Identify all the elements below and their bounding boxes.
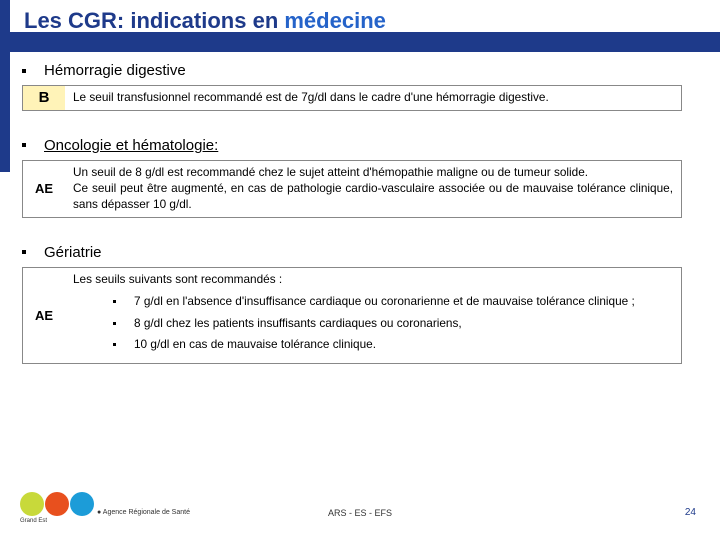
sub-bullet-2: 8 g/dl chez les patients insuffisants ca…: [113, 316, 673, 332]
left-stripe: [0, 0, 10, 172]
recommendation-box-2: AE Un seuil de 8 g/dl est recommandé che…: [22, 160, 682, 218]
bullet-dot-icon: [22, 69, 26, 73]
sub-bullet-list: 7 g/dl en l'absence d'insuffisance cardi…: [73, 294, 673, 354]
recommendation-box-3: AE Les seuils suivants sont recommandés …: [22, 267, 682, 365]
slide: Les CGR: indications en médecine Hémorra…: [0, 0, 720, 540]
sub-bullet-3-text: 10 g/dl en cas de mauvaise tolérance cli…: [134, 337, 376, 353]
footer: ● Agence Régionale de Santé Grand Est AR…: [0, 490, 720, 530]
sub-dot-icon: [113, 343, 116, 346]
page-title: Les CGR: indications en médecine: [24, 8, 386, 34]
sub-bullet-2-text: 8 g/dl chez les patients insuffisants ca…: [134, 316, 462, 332]
bullet-dot-icon: [22, 250, 26, 254]
sub-bullet-3: 10 g/dl en cas de mauvaise tolérance cli…: [113, 337, 673, 353]
grade-badge-b: B: [23, 86, 65, 110]
bullet-3-text: Gériatrie: [44, 244, 102, 261]
rec-text-1: Le seuil transfusionnel recommandé est d…: [65, 86, 681, 110]
sub-bullet-1: 7 g/dl en l'absence d'insuffisance cardi…: [113, 294, 673, 310]
title-prefix: Les CGR: indications en: [24, 8, 284, 33]
logo-region: Grand Est: [20, 518, 190, 524]
sub-dot-icon: [113, 300, 116, 303]
bullet-1-text: Hémorragie digestive: [44, 62, 186, 79]
footer-center-text: ARS - ES - EFS: [0, 508, 720, 518]
sub-dot-icon: [113, 322, 116, 325]
grade-badge-ae: AE: [23, 268, 65, 364]
bullet-2: Oncologie et hématologie:: [22, 137, 698, 154]
rec-text-2: Un seuil de 8 g/dl est recommandé chez l…: [65, 161, 681, 217]
rec-2-line2: Ce seuil peut être augmenté, en cas de p…: [73, 181, 673, 211]
rec-text-3: Les seuils suivants sont recommandés : 7…: [65, 268, 681, 364]
sub-bullet-1-text: 7 g/dl en l'absence d'insuffisance cardi…: [134, 294, 635, 310]
title-highlight: médecine: [284, 8, 386, 33]
page-number: 24: [685, 507, 696, 518]
grade-badge-ae: AE: [23, 161, 65, 217]
recommendation-box-1: B Le seuil transfusionnel recommandé est…: [22, 85, 682, 111]
bullet-2-text: Oncologie et hématologie:: [44, 137, 218, 154]
bullet-1: Hémorragie digestive: [22, 62, 698, 79]
bullet-3: Gériatrie: [22, 244, 698, 261]
content-area: Hémorragie digestive B Le seuil transfus…: [22, 62, 698, 390]
rec-2-line1: Un seuil de 8 g/dl est recommandé chez l…: [73, 165, 588, 179]
bullet-dot-icon: [22, 143, 26, 147]
blue-band: [0, 32, 720, 52]
rec-3-intro: Les seuils suivants sont recommandés :: [73, 272, 282, 286]
